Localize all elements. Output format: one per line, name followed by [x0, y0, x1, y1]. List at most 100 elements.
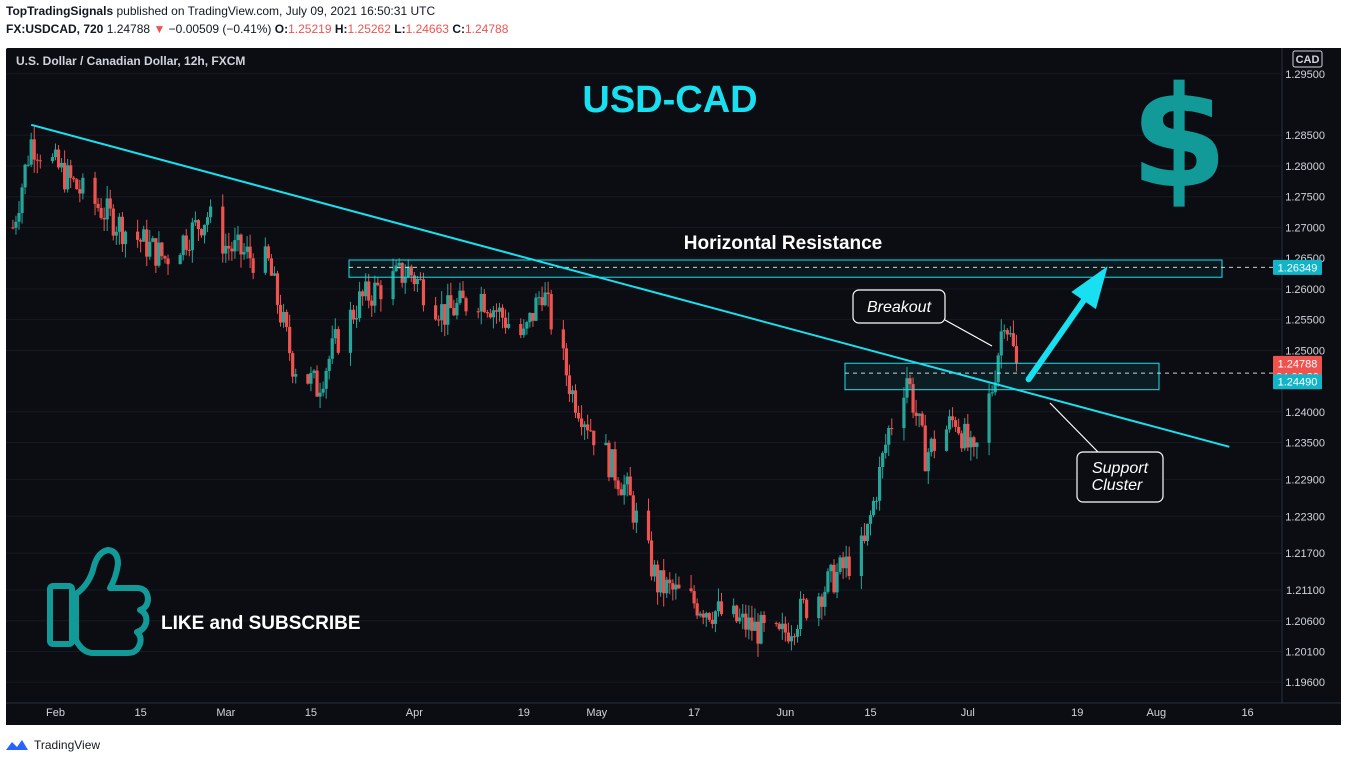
- candle-body: [1005, 330, 1009, 335]
- publish-info: TopTradingSignals published on TradingVi…: [6, 4, 435, 18]
- candle-body: [923, 425, 927, 472]
- candle-body: [14, 221, 18, 228]
- candle-body: [199, 229, 204, 236]
- candle-body: [142, 229, 146, 242]
- candle-body: [476, 311, 480, 313]
- candle-body: [947, 416, 952, 430]
- candle-body: [914, 412, 918, 416]
- candle-body: [120, 216, 125, 245]
- candle-body: [193, 220, 197, 223]
- candle-body: [379, 285, 383, 300]
- candle-body: [154, 238, 158, 266]
- candle-body: [63, 162, 67, 190]
- breakout-label: Breakout: [867, 299, 932, 316]
- publisher-name[interactable]: TopTradingSignals: [6, 4, 114, 18]
- candle-body: [81, 177, 85, 194]
- chart-canvas[interactable]: U.S. Dollar / Canadian Dollar, 12h, FXCM…: [6, 48, 1341, 725]
- support-label-line1: Support: [1092, 460, 1149, 477]
- candle-body: [902, 397, 906, 429]
- candle-body: [151, 238, 155, 242]
- candle-body: [890, 427, 894, 429]
- candle-body: [333, 329, 337, 339]
- candle-body: [592, 430, 596, 446]
- candle-body: [908, 378, 912, 385]
- y-tick-label: 1.21700: [1285, 548, 1325, 560]
- candle-body: [762, 614, 766, 623]
- currency-button[interactable]: CAD: [1292, 50, 1323, 68]
- candle-body: [336, 329, 340, 353]
- candle-body: [744, 613, 748, 630]
- candle-body: [665, 579, 669, 594]
- candle-body: [789, 636, 794, 642]
- candle-body: [677, 584, 681, 589]
- candle-body: [330, 338, 334, 359]
- high-value: 1.25262: [347, 22, 391, 36]
- candle-body: [628, 476, 632, 496]
- candle-body: [309, 372, 313, 384]
- y-tick-label: 1.22900: [1285, 474, 1325, 486]
- y-tick-label: 1.27500: [1285, 192, 1325, 204]
- y-tick-label: 1.22300: [1285, 511, 1325, 523]
- candle-body: [589, 430, 593, 432]
- candle-body: [1014, 346, 1019, 364]
- candle-body: [464, 298, 468, 312]
- candle-body: [59, 162, 64, 168]
- candle-body: [50, 157, 55, 162]
- candle-body: [157, 242, 161, 266]
- candle-body: [674, 584, 678, 590]
- candle-body: [835, 572, 839, 593]
- candle-body: [294, 374, 298, 377]
- footer: TradingView: [6, 736, 100, 754]
- y-tick-label: 1.20100: [1285, 647, 1325, 659]
- candle-body: [543, 292, 547, 306]
- candle-body: [364, 281, 368, 297]
- candle-body: [659, 570, 663, 593]
- candle-body: [11, 227, 15, 229]
- candle-body: [732, 605, 736, 615]
- candle-body: [631, 495, 635, 523]
- candle-body: [78, 189, 82, 194]
- candle-body: [692, 591, 696, 604]
- candle-body: [178, 255, 182, 265]
- candle-body: [534, 297, 538, 321]
- candle-body: [351, 309, 356, 320]
- candle-body: [20, 187, 24, 213]
- candle-body: [932, 438, 936, 451]
- candle-body: [586, 424, 590, 431]
- candle-body: [187, 249, 191, 251]
- candle-body: [29, 139, 33, 165]
- footer-brand[interactable]: TradingView: [34, 738, 101, 752]
- open-value: 1.25219: [288, 22, 332, 36]
- x-tick-label: 19: [518, 707, 530, 719]
- currency-label: CAD: [1296, 54, 1320, 66]
- candle-body: [96, 203, 100, 209]
- candle-body: [397, 262, 401, 266]
- y-tick-label: 1.24000: [1285, 407, 1325, 419]
- chart-frame[interactable]: U.S. Dollar / Canadian Dollar, 12h, FXCM…: [6, 48, 1341, 725]
- candle-body: [288, 326, 292, 354]
- candle-body: [400, 262, 404, 283]
- y-tick-label: 1.27000: [1285, 222, 1325, 234]
- candle-body: [318, 392, 322, 397]
- last-price: 1.24788: [106, 22, 151, 36]
- candle-body: [370, 300, 374, 306]
- support-callout: Support Cluster: [1049, 402, 1164, 503]
- trendline: [30, 123, 1230, 448]
- y-tick-label: 1.25500: [1285, 315, 1325, 327]
- x-tick-label: Jun: [776, 707, 794, 719]
- candle-body: [452, 308, 456, 316]
- candle-body: [56, 149, 61, 168]
- candle-body: [579, 418, 584, 428]
- candle-body: [224, 245, 228, 254]
- candle-body: [239, 234, 243, 255]
- candle-body: [507, 324, 511, 328]
- candle-body: [443, 304, 447, 325]
- candle-body: [136, 231, 140, 240]
- candle-body: [805, 599, 809, 619]
- candle-body: [646, 510, 651, 541]
- candle-body: [348, 309, 353, 353]
- candle-body: [741, 613, 745, 618]
- candle-body: [832, 564, 836, 593]
- candle-body: [871, 500, 876, 516]
- cta-text: LIKE and SUBSCRIBE: [161, 613, 361, 634]
